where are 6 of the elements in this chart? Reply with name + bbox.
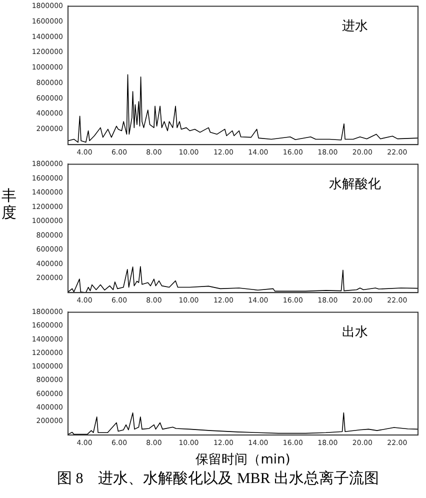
y-axis-title: 丰度 xyxy=(2,186,16,222)
x-axis-title: 保留时间（min) xyxy=(196,452,290,468)
text: 图 8 进水、水解酸化以及 MBR 出水总离子流图 xyxy=(56,470,380,487)
annotation: 水解酸化 xyxy=(329,177,381,192)
annotation: 出水 xyxy=(342,325,368,340)
annotation: 进水 xyxy=(342,19,368,34)
